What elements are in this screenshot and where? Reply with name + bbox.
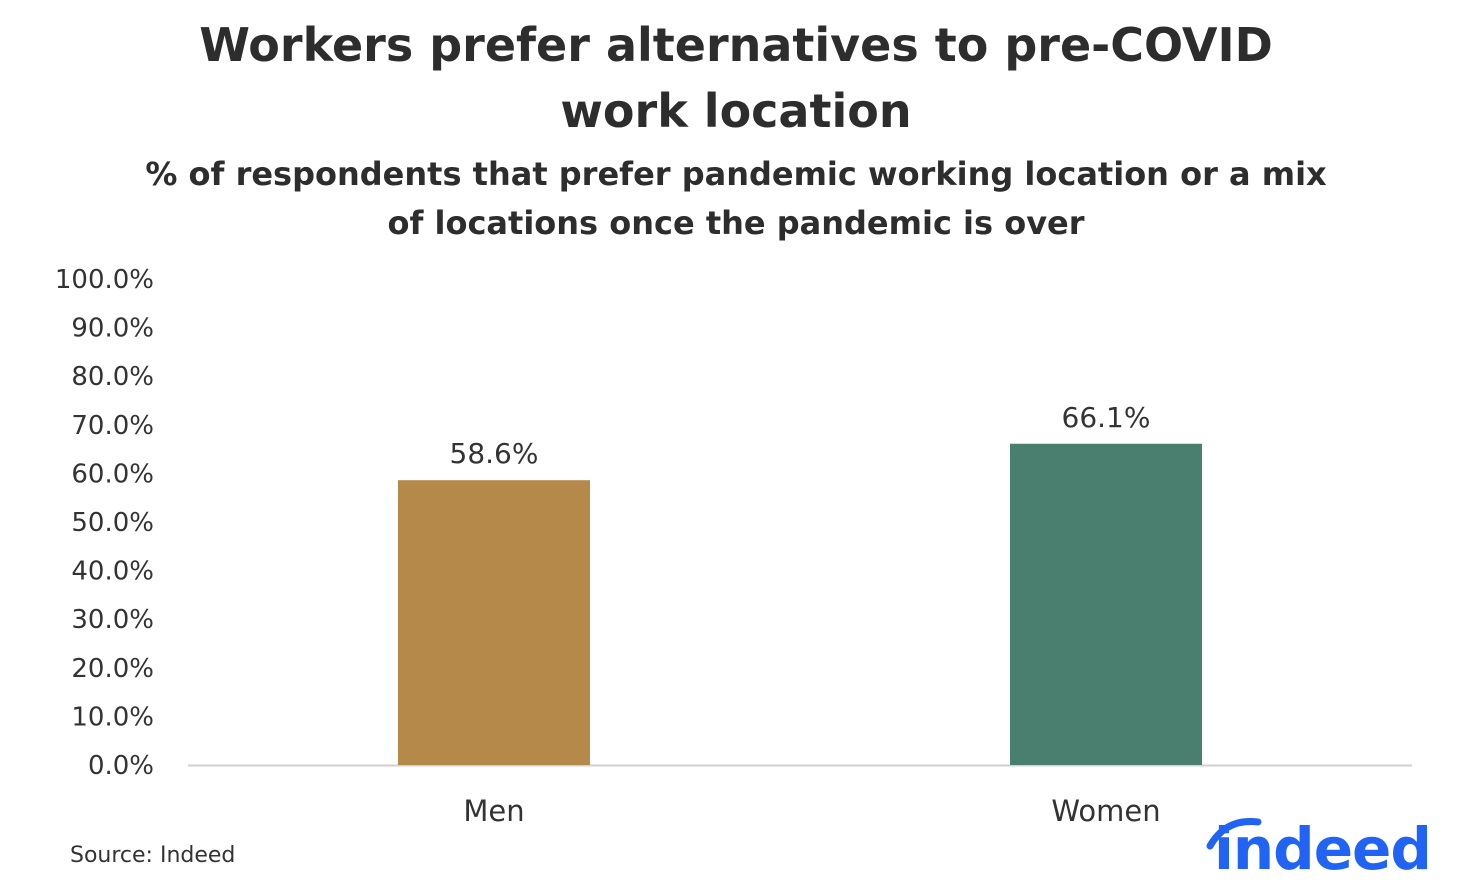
y-tick-label: 30.0% bbox=[71, 605, 154, 635]
chart-title: Workers prefer alternatives to pre-COVID… bbox=[0, 12, 1472, 144]
logo-arc-icon bbox=[1206, 818, 1262, 850]
data-label: 66.1% bbox=[1062, 401, 1151, 434]
y-tick-label: 70.0% bbox=[71, 411, 154, 441]
y-tick-label: 80.0% bbox=[71, 362, 154, 392]
y-tick-label: 90.0% bbox=[71, 314, 154, 344]
y-tick-label: 50.0% bbox=[71, 508, 154, 538]
y-tick-label: 0.0% bbox=[88, 751, 154, 781]
indeed-logo: indeed bbox=[1196, 808, 1436, 888]
bar-men bbox=[398, 480, 590, 765]
y-tick-label: 20.0% bbox=[71, 654, 154, 684]
chart-subtitle: % of respondents that prefer pandemic wo… bbox=[0, 150, 1472, 248]
chart-title-line-1: Workers prefer alternatives to pre-COVID bbox=[199, 18, 1273, 72]
y-tick-label: 40.0% bbox=[71, 557, 154, 587]
chart-subtitle-line-1: % of respondents that prefer pandemic wo… bbox=[145, 155, 1327, 193]
bar-women bbox=[1010, 443, 1202, 765]
source-note: Source: Indeed bbox=[70, 843, 236, 868]
y-tick-label: 10.0% bbox=[71, 702, 154, 732]
logo-wordmark: indeed bbox=[1214, 815, 1432, 883]
category-label: Men bbox=[463, 794, 524, 828]
y-tick-label: 100.0% bbox=[55, 265, 154, 295]
data-label: 58.6% bbox=[450, 437, 539, 470]
y-tick-label: 60.0% bbox=[71, 459, 154, 489]
chart-subtitle-line-2: of locations once the pandemic is over bbox=[387, 204, 1085, 242]
category-label: Women bbox=[1051, 794, 1160, 828]
chart-title-line-2: work location bbox=[560, 84, 912, 138]
